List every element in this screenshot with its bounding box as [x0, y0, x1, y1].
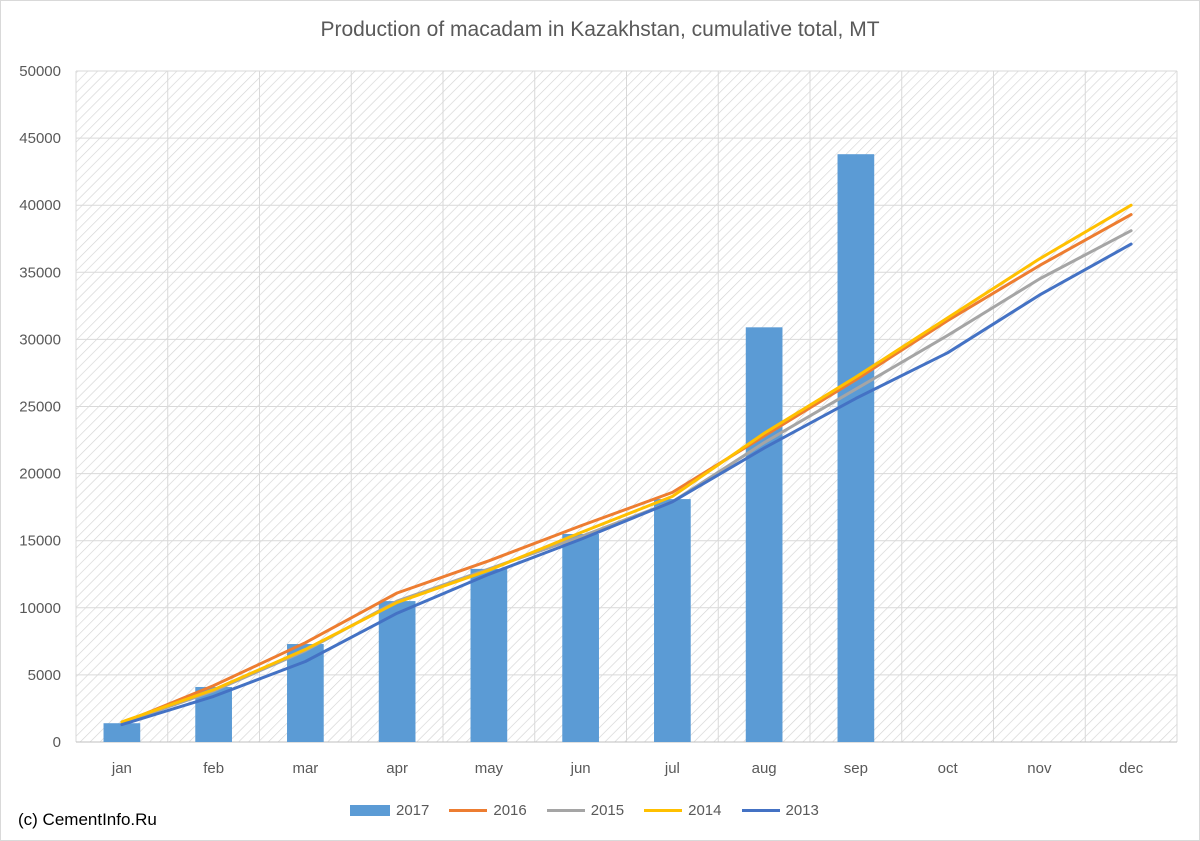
copyright-notice: (c) CementInfo.Ru	[18, 810, 157, 829]
legend-item-2016: 2016	[449, 801, 527, 819]
y-tick-label: 45000	[19, 130, 61, 147]
line-2014	[120, 203, 1133, 724]
legend-swatch	[350, 804, 390, 816]
legend-item-2014: 2014	[644, 801, 722, 819]
x-tick-label: dec	[1119, 760, 1144, 777]
x-tick-label: aug	[752, 760, 777, 777]
line-2013	[120, 242, 1133, 727]
x-tick-label: jan	[111, 760, 132, 777]
chart-title: Production of macadam in Kazakhstan, cum…	[320, 18, 880, 41]
bar-2017-jul	[654, 499, 691, 742]
legend-label: 2013	[785, 801, 819, 819]
x-tick-label: apr	[386, 760, 408, 777]
legend-item-2017: 2017	[350, 802, 429, 819]
bar-2017-sep	[837, 154, 875, 743]
bar-2017-jan	[103, 723, 141, 742]
y-tick-label: 35000	[19, 264, 61, 281]
x-tick-label: mar	[292, 760, 318, 777]
legend-label: 2016	[493, 801, 527, 819]
bar-2017-aug	[745, 327, 783, 742]
bar-2017-apr	[378, 601, 416, 742]
legend-label: 2014	[688, 801, 722, 819]
x-tick-label: jun	[570, 760, 591, 777]
y-tick-label: 20000	[19, 466, 61, 483]
legend-label: 2015	[590, 801, 625, 819]
line-series	[120, 203, 1133, 727]
x-tick-label: feb	[203, 760, 224, 777]
tick-labels: 0 5000 10000 15000 20000 25000 30000 35000 40000…	[19, 63, 1143, 777]
bar-2017-jun	[562, 533, 599, 742]
x-tick-label: oct	[938, 760, 959, 777]
line-2016	[120, 213, 1133, 725]
gridlines	[75, 70, 1178, 742]
y-tick-label: 10000	[19, 600, 61, 617]
y-tick-label: 0	[53, 734, 61, 751]
legend-swatch	[546, 808, 585, 812]
bar-2017-mar	[287, 644, 324, 742]
y-tick-label: 50000	[19, 63, 61, 80]
y-tick-label: 5000	[28, 667, 61, 684]
y-tick-label: 30000	[19, 331, 61, 348]
x-tick-label: sep	[844, 760, 868, 777]
legend: 2017 2016 2015 2014 2013	[350, 799, 839, 821]
legend-swatch	[741, 808, 780, 812]
y-tick-label: 40000	[19, 197, 61, 214]
legend-swatch	[449, 808, 488, 812]
y-tick-label: 25000	[19, 399, 61, 416]
legend-label: 2017	[396, 801, 430, 819]
x-tick-label: may	[475, 760, 504, 777]
y-tick-label: 15000	[19, 533, 61, 550]
legend-item-2013: 2013	[741, 801, 819, 819]
x-tick-label: nov	[1027, 760, 1052, 777]
legend-swatch	[644, 808, 683, 812]
legend-item-2015: 2015	[546, 801, 625, 819]
bar-2017-may	[470, 568, 508, 742]
x-tick-label: jul	[664, 760, 680, 777]
